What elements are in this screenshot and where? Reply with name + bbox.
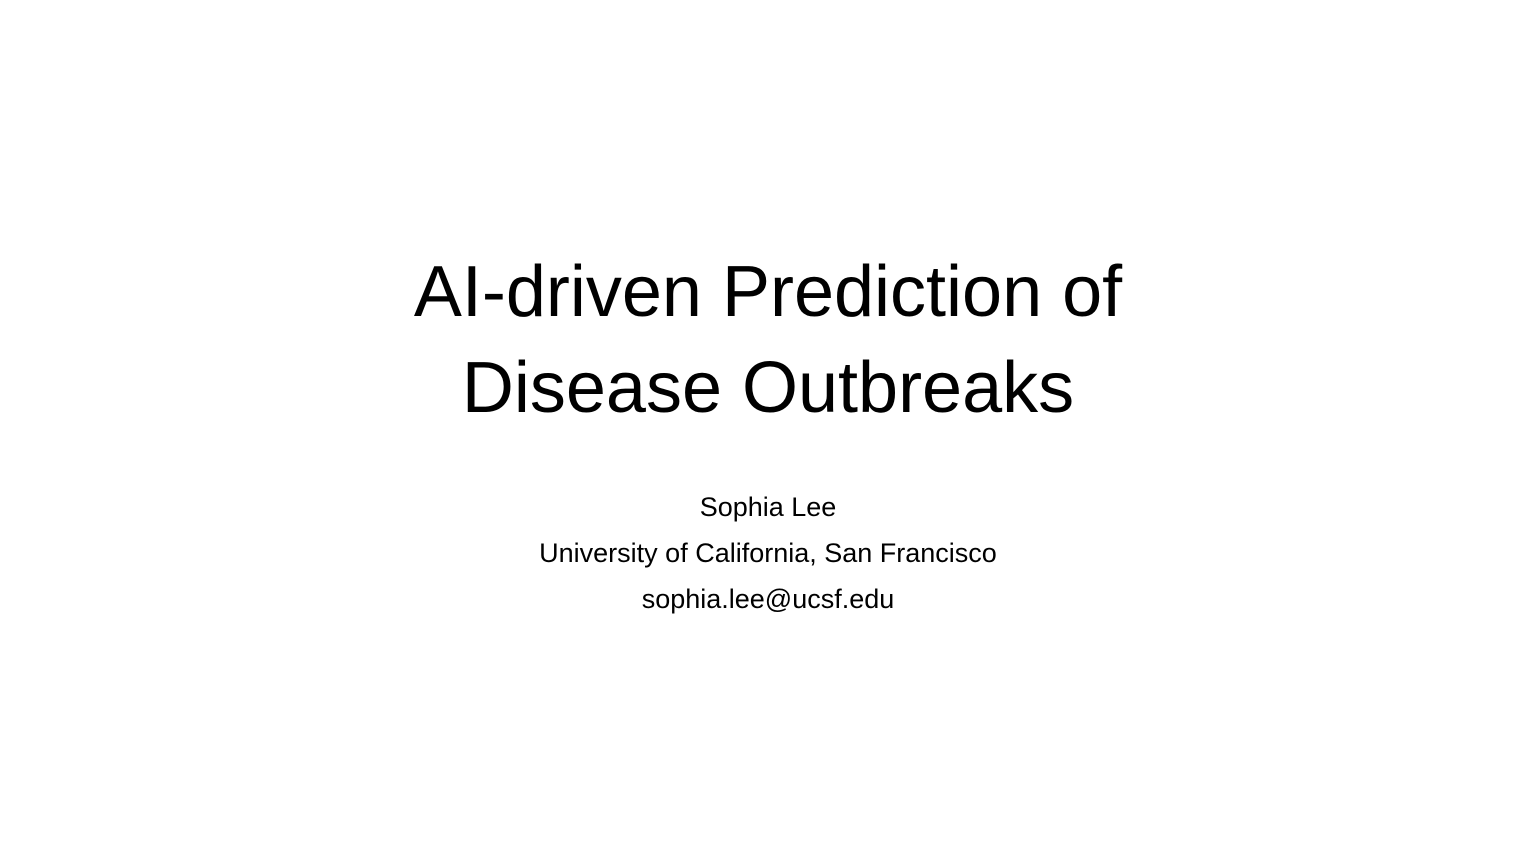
- slide-subtitle: Sophia Lee University of California, San…: [0, 484, 1536, 622]
- author-name: Sophia Lee: [699, 492, 837, 522]
- author-email: sophia.lee@ucsf.edu: [641, 584, 895, 614]
- slide-title: AI-driven Prediction of Disease Outbreak…: [0, 244, 1536, 436]
- author-affiliation: University of California, San Francisco: [539, 538, 997, 568]
- slide-title-line-2: Disease Outbreaks: [461, 348, 1075, 428]
- slide-title-line-1: AI-driven Prediction of: [413, 252, 1123, 332]
